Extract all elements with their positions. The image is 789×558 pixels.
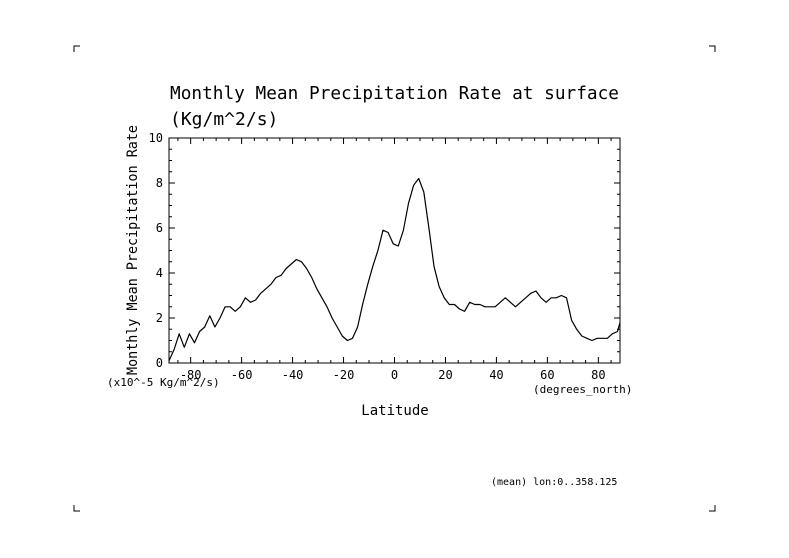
crop-marks: [73, 45, 716, 512]
y-tick-label: 2: [156, 311, 163, 325]
y-axis-label: Monthly Mean Precipitation Rate: [125, 125, 141, 375]
x-tick-label: -80: [180, 368, 202, 382]
x-axis-label: Latitude: [361, 403, 428, 419]
x-axis-units: (degrees_north): [533, 383, 632, 396]
x-tick-label: -20: [333, 368, 355, 382]
x-tick-label: 0: [391, 368, 398, 382]
y-axis-units: (x10^-5 Kg/m^2/s): [107, 376, 220, 389]
x-tick-label: 80: [591, 368, 605, 382]
x-tick-label: 40: [489, 368, 503, 382]
plot-frame: [168, 137, 621, 364]
y-tick-label: 0: [156, 356, 163, 370]
crop-mark-top-left: [73, 45, 80, 52]
x-tick-label: -40: [282, 368, 304, 382]
y-tick-label: 10: [149, 131, 163, 145]
crop-mark-bottom-right: [709, 505, 716, 512]
crop-mark-bottom-left: [73, 505, 80, 512]
y-tick-label: 8: [156, 176, 163, 190]
y-tick-label: 4: [156, 266, 163, 280]
series-line-precipitation: [168, 177, 621, 362]
x-axis-ticks: -80 -60 -40 -20 0 20 40 60 80: [177, 138, 612, 382]
footer-note: (mean) lon:0..358.125: [491, 477, 617, 488]
chart-title-line1: Monthly Mean Precipitation Rate at surfa…: [170, 83, 619, 104]
y-axis-ticks: 0 2 4 6 8 10: [149, 131, 620, 370]
y-tick-label: 6: [156, 221, 163, 235]
x-tick-label: 20: [438, 368, 452, 382]
x-tick-label: -60: [231, 368, 253, 382]
chart-title-line2: (Kg/m^2/s): [170, 109, 278, 130]
crop-mark-top-right: [709, 45, 716, 52]
x-tick-label: 60: [540, 368, 554, 382]
